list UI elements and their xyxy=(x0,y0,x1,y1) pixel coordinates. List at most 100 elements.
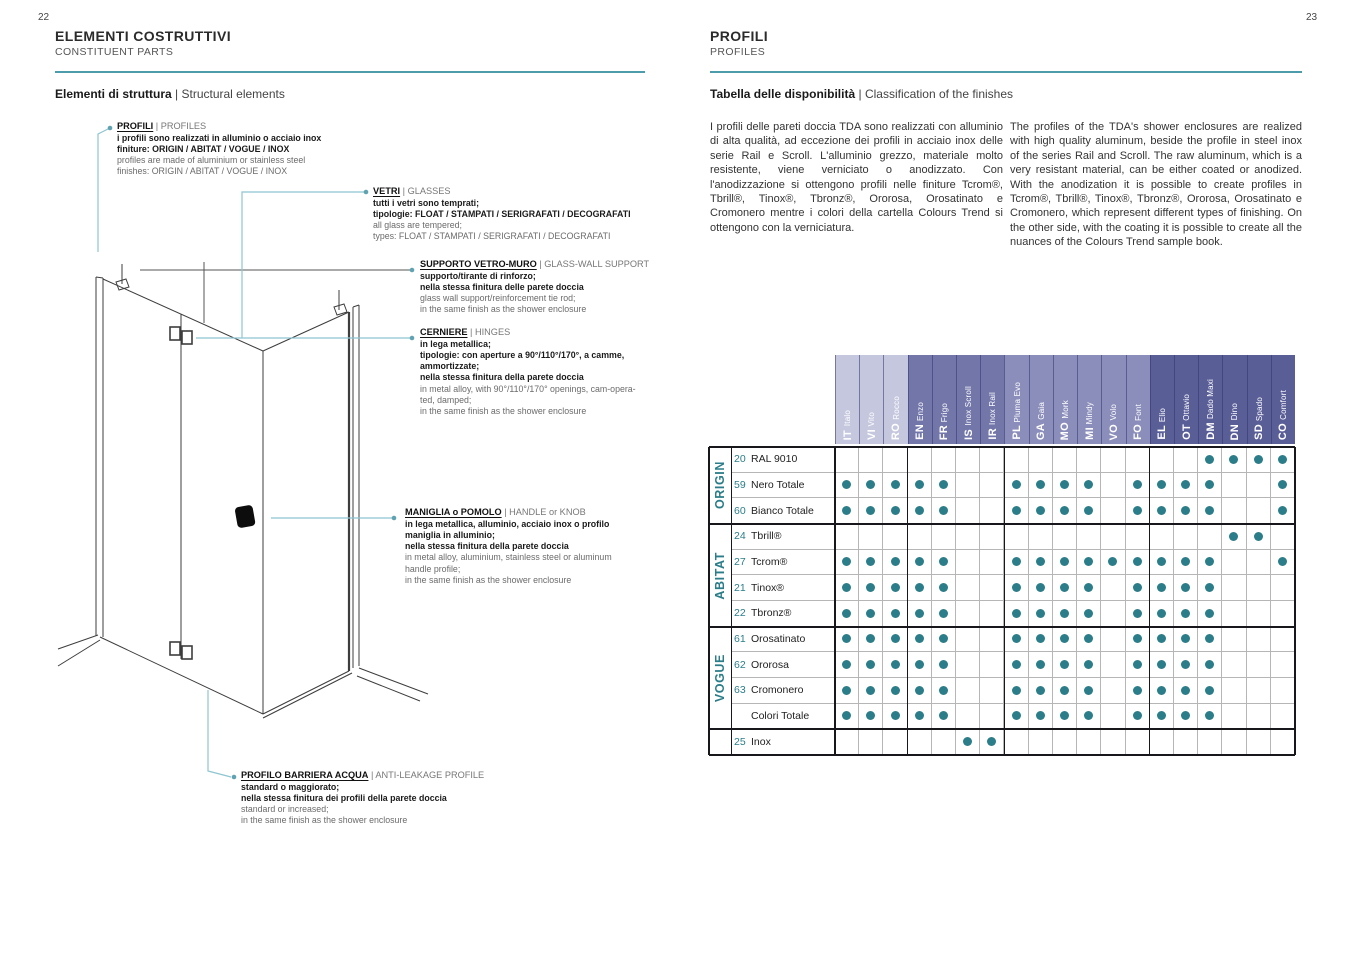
finish-row-name: RAL 9010 xyxy=(751,453,798,466)
availability-dot xyxy=(866,608,876,618)
availability-cell xyxy=(1222,447,1247,473)
section-heading-left-sep: | xyxy=(171,87,182,101)
finish-series-name: Pluma Evo xyxy=(1012,381,1022,423)
availability-dot xyxy=(914,660,924,670)
callout-supporto-title-it: SUPPORTO VETRO-MURO xyxy=(420,259,537,269)
availability-cell xyxy=(1198,626,1223,653)
availability-cell xyxy=(859,678,884,704)
table-separator-vertical xyxy=(1294,447,1296,755)
availability-dot xyxy=(842,583,852,593)
callout-maniglia-title: MANIGLIA o POMOLO | HANDLE or KNOB xyxy=(405,507,612,518)
availability-cell xyxy=(931,601,957,627)
availability-cell xyxy=(931,575,957,601)
finish-series-name: Inox Rail xyxy=(988,392,998,426)
availability-cell xyxy=(1004,472,1029,499)
finish-series-code: VO xyxy=(1107,423,1120,441)
availability-cell xyxy=(931,472,957,499)
availability-cell xyxy=(1004,524,1029,550)
availability-cell xyxy=(1246,678,1271,704)
finish-column-header-it: Italo IT xyxy=(835,355,860,444)
availability-cell xyxy=(931,703,957,730)
finish-column-header-en: Enzo EN xyxy=(907,355,932,444)
availability-dot xyxy=(938,583,948,593)
finish-series-name: Spado xyxy=(1254,396,1264,422)
callout-barriera-line: standard or increased; xyxy=(241,804,329,815)
availability-dot xyxy=(1035,506,1045,516)
availability-cell xyxy=(907,447,932,473)
availability-cell xyxy=(980,549,1005,576)
availability-dot xyxy=(938,634,948,644)
availability-dot xyxy=(842,685,852,695)
availability-cell xyxy=(859,472,884,499)
row-group-text: VOGUE xyxy=(713,653,727,703)
availability-dot xyxy=(1059,480,1069,490)
availability-cell xyxy=(1149,498,1174,524)
finish-series-name: Rocco xyxy=(891,396,901,420)
availability-cell xyxy=(1028,447,1053,473)
availability-cell xyxy=(1028,549,1053,576)
finish-row-label: 21 Tinox® xyxy=(731,575,835,601)
finish-row-label: 60 Bianco Totale xyxy=(731,498,835,524)
availability-cell xyxy=(1052,524,1078,550)
availability-cell xyxy=(907,703,932,730)
callout-barriera-line: standard o maggiorato; xyxy=(241,781,340,792)
availability-dot xyxy=(1205,583,1215,593)
callout-cerniere-line: tipologie: con aperture a 90°/110°/170°,… xyxy=(420,349,625,360)
page-subtitle-left: CONSTITUENT PARTS xyxy=(55,46,174,58)
availability-cell xyxy=(956,447,981,473)
finish-row-label: 24 Tbrill® xyxy=(731,524,835,550)
availability-cell xyxy=(1077,575,1102,601)
availability-dot xyxy=(1132,711,1142,721)
availability-dot xyxy=(914,685,924,695)
availability-cell xyxy=(835,498,860,524)
availability-cell xyxy=(1246,575,1271,601)
availability-dot xyxy=(1011,660,1021,670)
availability-cell xyxy=(980,729,1005,755)
finish-column-header-text: Enzo EN xyxy=(909,355,932,444)
availability-dot xyxy=(1156,583,1166,593)
availability-cell xyxy=(859,703,884,730)
availability-cell xyxy=(835,524,860,550)
availability-cell xyxy=(1052,652,1078,678)
availability-cell xyxy=(859,524,884,550)
callout-vetri: VETRI | GLASSES tutti i vetri sono tempra… xyxy=(373,186,631,243)
callout-supporto-title: SUPPORTO VETRO-MURO | GLASS-WALL SUPPORT xyxy=(420,259,649,270)
availability-cell xyxy=(1270,472,1295,499)
finish-series-name: Dino xyxy=(1230,403,1240,421)
availability-cell xyxy=(931,729,957,755)
availability-cell xyxy=(956,729,981,755)
availability-cell xyxy=(907,601,932,627)
availability-cell xyxy=(956,678,981,704)
availability-dot xyxy=(1084,711,1094,721)
availability-cell xyxy=(1101,549,1126,576)
availability-dot xyxy=(1132,685,1142,695)
availability-cell xyxy=(1222,729,1247,755)
availability-dot xyxy=(914,608,924,618)
availability-cell xyxy=(1028,524,1053,550)
availability-dot xyxy=(1011,506,1021,516)
availability-dot xyxy=(1084,557,1094,567)
availability-dot xyxy=(842,557,852,567)
finish-column-header-text: Frigo FR xyxy=(933,355,956,444)
finish-column-header-text: Mindy MI xyxy=(1078,355,1101,444)
finish-series-code: DM xyxy=(1204,422,1217,440)
finish-series-code: VI xyxy=(865,429,878,440)
availability-dot xyxy=(890,506,900,516)
finish-row-code: 22 xyxy=(734,607,746,620)
availability-cell xyxy=(1101,575,1126,601)
callout-vetri-line: tutti i vetri sono temprati; xyxy=(373,197,480,208)
availability-dot xyxy=(842,711,852,721)
availability-cell xyxy=(980,652,1005,678)
finish-series-code: OT xyxy=(1180,424,1193,440)
finish-column-header-fr: Frigo FR xyxy=(931,355,957,444)
availability-dot xyxy=(938,506,948,516)
callout-maniglia-title-en: HANDLE or KNOB xyxy=(509,507,586,517)
finish-series-code: IS xyxy=(962,429,975,440)
callout-profili-line: finiture: ORIGIN / ABITAT / VOGUE / INOX xyxy=(117,143,290,154)
finish-series-code: RO xyxy=(890,422,902,440)
finish-row-name: Cromonero xyxy=(751,684,804,697)
page-number-left: 22 xyxy=(38,12,50,23)
availability-dot xyxy=(938,660,948,670)
finish-column-header-is: Inox Scroll IS xyxy=(956,355,981,444)
availability-cell xyxy=(1149,575,1174,601)
